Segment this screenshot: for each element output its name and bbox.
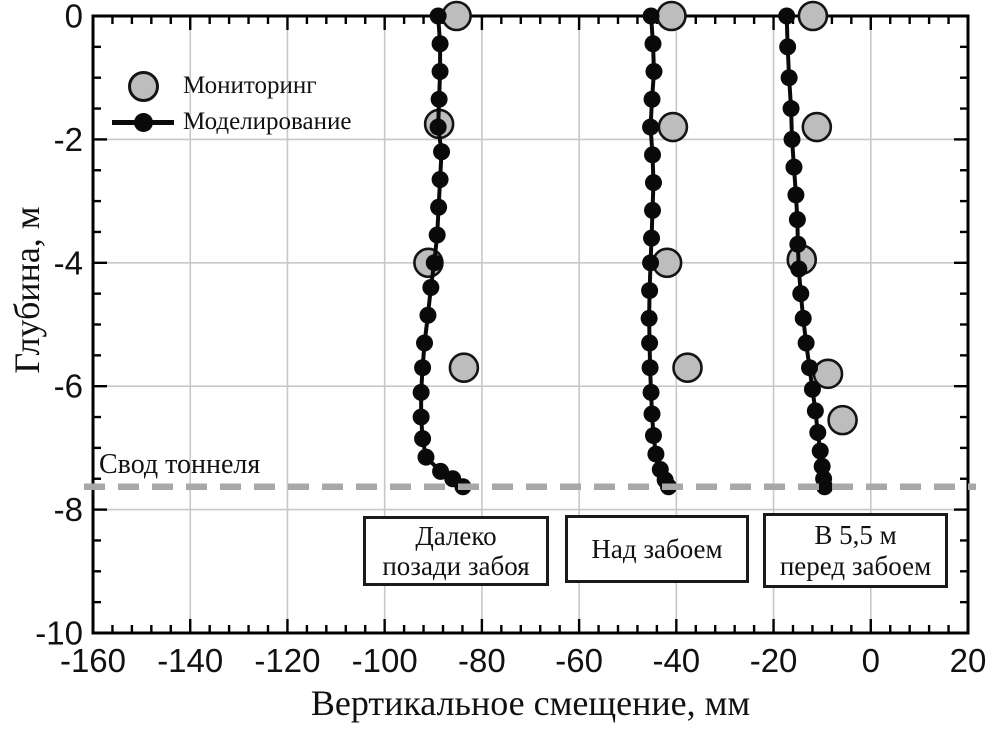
y-tick-label: 0: [65, 0, 83, 35]
legend-entry-monitoring: Мониторинг: [112, 68, 351, 104]
legend: Мониторинг Моделирование: [112, 68, 351, 140]
x-tick-label: -80: [458, 642, 506, 679]
x-tick-label: -140: [157, 642, 223, 679]
x-tick-label: 0: [862, 642, 880, 679]
profile-3-model-curve: [778, 7, 834, 496]
y-tick-label: -4: [54, 244, 83, 281]
y-tick-labels: 0 -2 -4 -6 -8 -10: [35, 0, 83, 652]
x-tick-label: -160: [60, 642, 126, 679]
annotation-box-ahead-of-face: В 5,5 м перед забоем: [763, 513, 948, 588]
annotation-box-above-face: Над забоем: [565, 515, 749, 583]
profile-1-model-curve: [412, 7, 472, 496]
y-tick-label: -6: [54, 368, 83, 405]
profile-2-monitoring-points: [651, 0, 703, 383]
monitoring-marker-icon: [112, 68, 174, 104]
legend-label-modeling: Моделирование: [183, 108, 352, 135]
y-tick-label: -8: [54, 491, 83, 528]
x-tick-labels: -160 -140 -120 -100 -80 -60 -40 -20 0 20: [60, 642, 986, 679]
x-tick-label: -40: [652, 642, 700, 679]
x-tick-label: -120: [254, 642, 320, 679]
y-tick-label: -2: [54, 121, 83, 158]
profile-1-monitoring-points: [413, 0, 480, 383]
y-tick-label: -10: [35, 615, 83, 652]
legend-label-monitoring: Мониторинг: [183, 72, 317, 99]
tunnel-crown-label: Свод тоннеля: [99, 449, 261, 480]
profile-2-model-curve: [640, 7, 678, 496]
annotation-box-far-behind-face: Далеко позади забоя: [363, 516, 549, 586]
x-tick-label: -100: [352, 642, 418, 679]
x-tick-label: -20: [750, 642, 798, 679]
y-axis-title: Глубина, м: [7, 206, 47, 374]
x-tick-label: -60: [555, 642, 603, 679]
x-axis-title: Вертикальное смещение, мм: [310, 683, 751, 723]
modeling-marker-icon: [112, 104, 174, 140]
x-tick-label: 20: [950, 642, 986, 679]
legend-entry-modeling: Моделирование: [112, 104, 351, 140]
